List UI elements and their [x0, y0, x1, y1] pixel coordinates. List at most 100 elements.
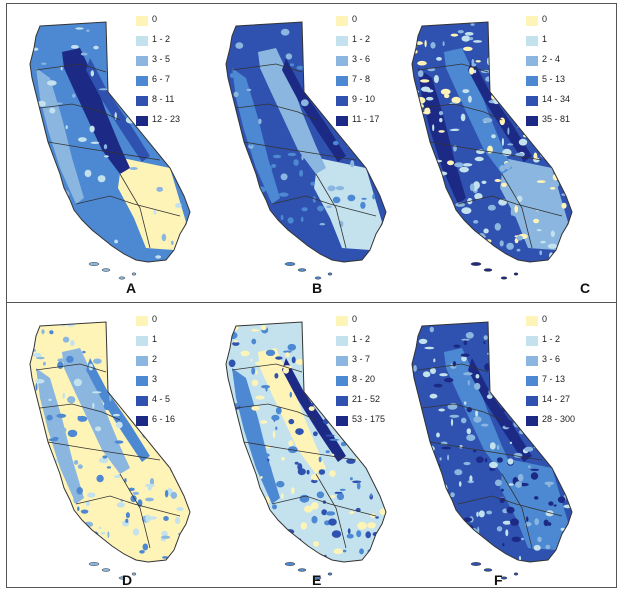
- map-speck: [333, 548, 343, 555]
- map-speck: [226, 439, 235, 443]
- map-speck: [246, 540, 249, 545]
- map-speck: [318, 469, 326, 475]
- map-speck: [33, 464, 39, 470]
- map-speck: [470, 22, 475, 26]
- california-map-a: [29, 21, 191, 280]
- legend-label: 5 - 13: [542, 74, 566, 84]
- map-speck: [30, 529, 35, 538]
- region-boundary: [47, 141, 161, 161]
- panel-letter-f: F: [494, 572, 503, 588]
- region-boundary: [75, 195, 181, 217]
- map-speck: [248, 470, 256, 478]
- map-speck: [528, 465, 531, 469]
- map-speck: [441, 446, 452, 450]
- legend-label: 0: [542, 314, 548, 324]
- map-speck: [169, 354, 179, 362]
- desert-region: [118, 158, 186, 250]
- map-speck: [515, 382, 523, 386]
- legend-swatch: [526, 376, 538, 386]
- island: [513, 272, 519, 276]
- map-speck: [418, 219, 425, 225]
- map-speck: [552, 180, 560, 188]
- map-speck: [418, 164, 424, 169]
- map-speck: [72, 230, 80, 237]
- island: [483, 268, 493, 272]
- map-speck: [421, 548, 429, 552]
- map-speck: [506, 506, 515, 514]
- map-speck: [444, 93, 450, 99]
- map-speck: [62, 392, 66, 399]
- legend-label: 8 - 11: [152, 94, 175, 104]
- map-speck: [48, 89, 53, 97]
- map-speck: [524, 446, 534, 452]
- map-speck: [280, 77, 286, 84]
- map-speck: [356, 530, 362, 538]
- legend-swatch: [136, 336, 148, 346]
- map-speck: [547, 243, 558, 249]
- map-speck: [484, 458, 488, 463]
- map-speck: [265, 349, 276, 356]
- map-speck: [367, 522, 376, 529]
- map-speck: [530, 468, 540, 471]
- map-speck: [275, 534, 283, 539]
- map-speck: [452, 361, 457, 367]
- map-speck: [469, 475, 473, 482]
- map-speck: [439, 373, 448, 377]
- map-speck: [272, 430, 276, 439]
- coast-region: [232, 368, 280, 504]
- legend-label: 11 - 17: [352, 114, 380, 124]
- map-speck: [461, 355, 467, 362]
- map-speck: [346, 533, 354, 539]
- map-speck: [534, 136, 544, 145]
- map-speck: [458, 481, 462, 487]
- map-speck: [230, 141, 235, 148]
- map-speck: [556, 67, 563, 74]
- map-speck: [357, 384, 362, 390]
- map-speck: [139, 550, 145, 554]
- map-speck: [499, 371, 509, 375]
- map-speck: [552, 347, 561, 352]
- map-speck: [104, 155, 109, 158]
- map-speck: [504, 162, 511, 170]
- map-speck: [174, 420, 184, 429]
- map-speck: [103, 402, 111, 411]
- map-speck: [509, 441, 513, 444]
- map-speck: [509, 46, 518, 50]
- map-speck: [416, 415, 420, 419]
- map-speck: [429, 326, 434, 333]
- region-boundary: [315, 473, 347, 549]
- island: [470, 562, 482, 566]
- legend-label: 1 - 2: [152, 34, 171, 44]
- region-boundary: [417, 63, 489, 73]
- map-speck: [412, 529, 418, 536]
- map-speck: [491, 134, 496, 139]
- map-speck: [543, 519, 549, 527]
- map-speck: [516, 235, 523, 241]
- legend-swatch: [136, 356, 148, 366]
- map-speck: [250, 358, 253, 362]
- region-boundary: [315, 173, 347, 249]
- map-speck: [129, 167, 138, 170]
- map-speck: [281, 456, 285, 461]
- map-speck: [122, 353, 131, 357]
- coast-region: [232, 68, 280, 204]
- california-map-d: [29, 321, 191, 580]
- map-speck: [53, 487, 58, 494]
- island: [314, 276, 322, 280]
- map-speck: [249, 514, 259, 518]
- legend-swatch: [526, 316, 538, 326]
- map-speck: [256, 526, 265, 532]
- map-speck: [436, 57, 442, 61]
- valley-region: [258, 48, 326, 174]
- map-speck: [466, 244, 472, 248]
- map-speck: [360, 201, 366, 209]
- map-speck: [95, 426, 102, 432]
- map-speck: [233, 416, 238, 419]
- map-speck: [37, 223, 45, 229]
- map-speck: [475, 456, 484, 463]
- map-speck: [285, 413, 289, 417]
- map-speck: [382, 539, 386, 544]
- map-speck: [328, 518, 337, 526]
- map-speck: [424, 40, 427, 48]
- map-speck: [439, 553, 445, 559]
